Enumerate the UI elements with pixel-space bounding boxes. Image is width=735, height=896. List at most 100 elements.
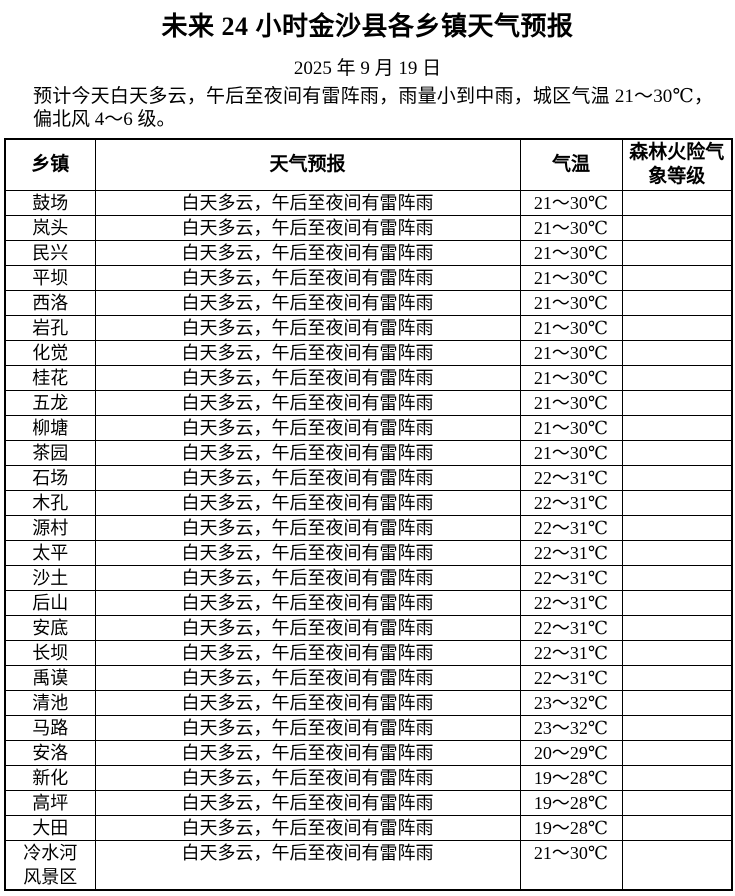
fire-risk-cell <box>621 315 733 341</box>
table-row: 太平 白天多云，午后至夜间有雷阵雨 22～31℃ <box>4 540 733 566</box>
forecast-table-body: 鼓场 白天多云，午后至夜间有雷阵雨 21～30℃ 岚头 白天多云，午后至夜间有雷阵雨 21… <box>4 190 733 891</box>
fire-risk-cell <box>621 390 733 416</box>
temperature-cell: 21～30℃ <box>519 265 623 291</box>
table-row: 岩孔 白天多云，午后至夜间有雷阵雨 21～30℃ <box>4 315 733 341</box>
fire-risk-cell <box>621 815 733 841</box>
fire-risk-cell <box>621 490 733 516</box>
report-date: 2025 年 9 月 19 日 <box>293 58 442 79</box>
fire-risk-cell <box>621 465 733 491</box>
table-row: 沙土 白天多云，午后至夜间有雷阵雨 22～31℃ <box>4 565 733 591</box>
column-header-township: 乡镇 <box>4 138 96 191</box>
forecast-cell: 白天多云，午后至夜间有雷阵雨 <box>94 815 521 841</box>
fire-risk-cell <box>621 240 733 266</box>
temperature-cell: 21～30℃ <box>519 365 623 391</box>
fire-risk-cell <box>621 840 733 891</box>
temperature-cell: 21～30℃ <box>519 315 623 341</box>
table-row: 桂花 白天多云，午后至夜间有雷阵雨 21～30℃ <box>4 365 733 391</box>
township-cell: 高坪 <box>4 790 96 816</box>
forecast-cell: 白天多云，午后至夜间有雷阵雨 <box>94 790 521 816</box>
table-row: 禹谟 白天多云，午后至夜间有雷阵雨 22～31℃ <box>4 665 733 691</box>
fire-risk-cell <box>621 640 733 666</box>
forecast-cell: 白天多云，午后至夜间有雷阵雨 <box>94 190 521 216</box>
temperature-cell: 21～30℃ <box>519 390 623 416</box>
temperature-cell: 19～28℃ <box>519 765 623 791</box>
township-cell: 大田 <box>4 815 96 841</box>
forecast-cell: 白天多云，午后至夜间有雷阵雨 <box>94 665 521 691</box>
table-row: 岚头 白天多云，午后至夜间有雷阵雨 21～30℃ <box>4 215 733 241</box>
temperature-cell: 22～31℃ <box>519 665 623 691</box>
township-cell: 石场 <box>4 465 96 491</box>
forecast-cell: 白天多云，午后至夜间有雷阵雨 <box>94 615 521 641</box>
table-row: 西洛 白天多云，午后至夜间有雷阵雨 21～30℃ <box>4 290 733 316</box>
temperature-cell: 21～30℃ <box>519 240 623 266</box>
forecast-cell: 白天多云，午后至夜间有雷阵雨 <box>94 490 521 516</box>
fire-risk-cell <box>621 515 733 541</box>
table-row: 后山 白天多云，午后至夜间有雷阵雨 22～31℃ <box>4 590 733 616</box>
fire-risk-cell <box>621 565 733 591</box>
temperature-cell: 22～31℃ <box>519 565 623 591</box>
township-cell: 木孔 <box>4 490 96 516</box>
forecast-cell: 白天多云，午后至夜间有雷阵雨 <box>94 415 521 441</box>
forecast-cell: 白天多云，午后至夜间有雷阵雨 <box>94 515 521 541</box>
table-row: 高坪 白天多云，午后至夜间有雷阵雨 19～28℃ <box>4 790 733 816</box>
temperature-cell: 23～32℃ <box>519 690 623 716</box>
township-cell: 沙土 <box>4 565 96 591</box>
temperature-cell: 22～31℃ <box>519 640 623 666</box>
temperature-cell: 22～31℃ <box>519 615 623 641</box>
township-cell: 安底 <box>4 615 96 641</box>
table-row: 冷水河风景区 白天多云，午后至夜间有雷阵雨 21～30℃ <box>4 840 733 891</box>
township-cell: 冷水河风景区 <box>4 840 96 891</box>
forecast-table: 乡镇 天气预报 气温 森林火险气象等级 鼓场 白天多云，午后至夜间有雷阵雨 21～3… <box>4 138 733 891</box>
temperature-cell: 19～28℃ <box>519 790 623 816</box>
temperature-cell: 21～30℃ <box>519 340 623 366</box>
forecast-cell: 白天多云，午后至夜间有雷阵雨 <box>94 640 521 666</box>
township-cell: 禹谟 <box>4 665 96 691</box>
column-header-fire-risk: 森林火险气象等级 <box>621 138 733 191</box>
township-cell: 马路 <box>4 715 96 741</box>
township-cell: 太平 <box>4 540 96 566</box>
township-cell: 新化 <box>4 765 96 791</box>
fire-risk-cell <box>621 215 733 241</box>
fire-risk-cell <box>621 740 733 766</box>
forecast-cell: 白天多云，午后至夜间有雷阵雨 <box>94 715 521 741</box>
fire-risk-cell <box>621 190 733 216</box>
forecast-cell: 白天多云，午后至夜间有雷阵雨 <box>94 440 521 466</box>
fire-risk-cell <box>621 790 733 816</box>
fire-risk-cell <box>621 340 733 366</box>
forecast-cell: 白天多云，午后至夜间有雷阵雨 <box>94 465 521 491</box>
temperature-cell: 22～31℃ <box>519 465 623 491</box>
township-cell: 平坝 <box>4 265 96 291</box>
forecast-cell: 白天多云，午后至夜间有雷阵雨 <box>94 315 521 341</box>
forecast-summary: 预计今天白天多云，午后至夜间有雷阵雨，雨量小到中雨，城区气温 21～30℃，偏北… <box>33 86 713 130</box>
township-cell: 五龙 <box>4 390 96 416</box>
temperature-cell: 22～31℃ <box>519 540 623 566</box>
temperature-cell: 20～29℃ <box>519 740 623 766</box>
table-row: 马路 白天多云，午后至夜间有雷阵雨 23～32℃ <box>4 715 733 741</box>
column-header-forecast: 天气预报 <box>94 138 521 191</box>
township-cell: 岩孔 <box>4 315 96 341</box>
table-row: 石场 白天多云，午后至夜间有雷阵雨 22～31℃ <box>4 465 733 491</box>
forecast-cell: 白天多云，午后至夜间有雷阵雨 <box>94 265 521 291</box>
table-row: 平坝 白天多云，午后至夜间有雷阵雨 21～30℃ <box>4 265 733 291</box>
fire-risk-cell <box>621 615 733 641</box>
township-cell: 鼓场 <box>4 190 96 216</box>
township-cell: 柳塘 <box>4 415 96 441</box>
temperature-cell: 23～32℃ <box>519 715 623 741</box>
township-cell: 长坝 <box>4 640 96 666</box>
temperature-cell: 19～28℃ <box>519 815 623 841</box>
table-row: 化觉 白天多云，午后至夜间有雷阵雨 21～30℃ <box>4 340 733 366</box>
fire-risk-cell <box>621 665 733 691</box>
township-cell: 桂花 <box>4 365 96 391</box>
forecast-cell: 白天多云，午后至夜间有雷阵雨 <box>94 240 521 266</box>
fire-risk-cell <box>621 765 733 791</box>
forecast-cell: 白天多云，午后至夜间有雷阵雨 <box>94 565 521 591</box>
forecast-cell: 白天多云，午后至夜间有雷阵雨 <box>94 840 521 891</box>
temperature-cell: 21～30℃ <box>519 440 623 466</box>
column-header-temperature: 气温 <box>519 138 623 191</box>
fire-risk-cell <box>621 440 733 466</box>
forecast-cell: 白天多云，午后至夜间有雷阵雨 <box>94 590 521 616</box>
forecast-cell: 白天多云，午后至夜间有雷阵雨 <box>94 290 521 316</box>
forecast-cell: 白天多云，午后至夜间有雷阵雨 <box>94 365 521 391</box>
table-row: 源村 白天多云，午后至夜间有雷阵雨 22～31℃ <box>4 515 733 541</box>
